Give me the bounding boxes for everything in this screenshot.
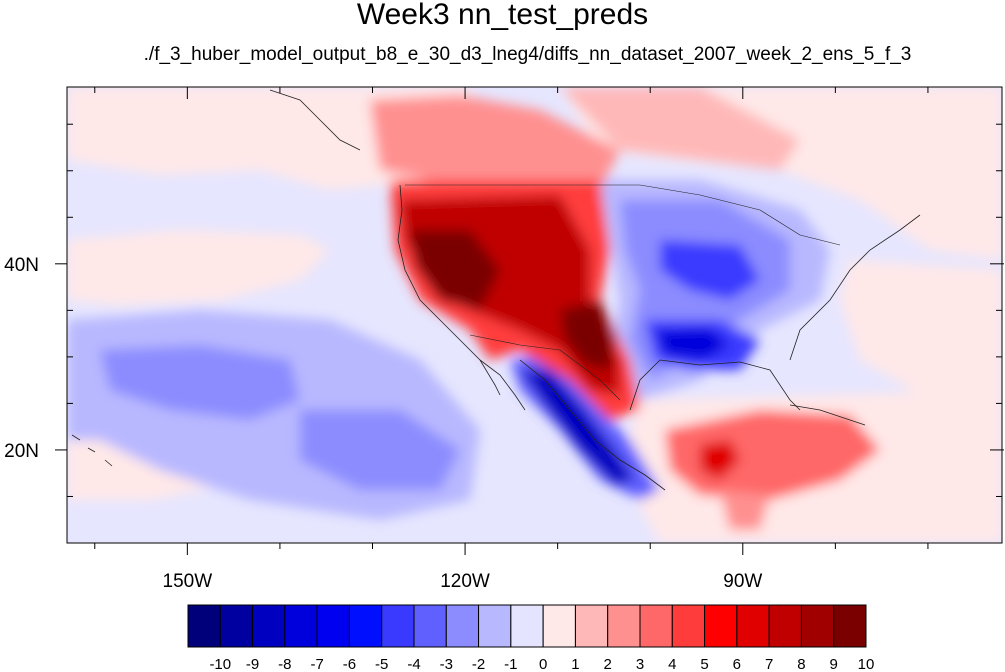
colorbar-swatch bbox=[768, 604, 802, 648]
y-axis: 40N 20N bbox=[4, 123, 1004, 497]
x-axis: 150W 120W 90W bbox=[94, 87, 929, 592]
colorbar-swatch bbox=[445, 604, 480, 648]
alaska-coastline bbox=[269, 89, 361, 151]
field-blue-pacific-south bbox=[300, 410, 460, 490]
colorbar-swatch bbox=[736, 604, 770, 648]
colorbar-label: 1 bbox=[571, 656, 579, 672]
baja-coastline bbox=[479, 359, 526, 411]
x-tick-label: 120W bbox=[440, 571, 490, 592]
us-canada-border bbox=[405, 184, 841, 246]
field-red-gulf-strong bbox=[700, 440, 740, 480]
colorbar-swatch bbox=[413, 604, 447, 648]
colorbar-label: -5 bbox=[375, 656, 388, 672]
field-red-canada bbox=[370, 95, 620, 190]
colorbar-swatch bbox=[478, 604, 512, 648]
colorbar-label: 0 bbox=[539, 656, 547, 672]
colorbar-label: 6 bbox=[733, 656, 741, 672]
colorbar-swatch bbox=[348, 604, 383, 648]
map-frame bbox=[66, 86, 1003, 544]
field-pink-pacific-west bbox=[67, 230, 330, 305]
field-blue-pacific-mid bbox=[100, 345, 300, 420]
gulf-coastline bbox=[629, 359, 801, 411]
colorbar-swatch bbox=[607, 604, 641, 648]
coastlines bbox=[71, 89, 921, 491]
field-pink-atlantic bbox=[840, 260, 1002, 400]
colorbar-label: -1 bbox=[504, 656, 517, 672]
plot-title: Week3 nn_test_preds bbox=[356, 0, 649, 31]
colorbar-label: 2 bbox=[604, 656, 612, 672]
field-blue-south-strong bbox=[655, 328, 730, 360]
field-red-west-core bbox=[410, 230, 500, 310]
colorbar-label: 8 bbox=[797, 656, 805, 672]
colorbar-label: 5 bbox=[700, 656, 708, 672]
field-blue-east-strong bbox=[660, 240, 760, 300]
cuba-outline bbox=[789, 404, 866, 426]
colorbar-label: -10 bbox=[209, 656, 231, 672]
colorbar-swatch bbox=[510, 604, 544, 648]
hawaii-outline bbox=[71, 434, 113, 467]
colorbar-swatch bbox=[704, 604, 738, 648]
field-red-texas-core bbox=[560, 300, 615, 370]
x-tick-label: 90W bbox=[723, 571, 762, 592]
y-tick-label: 20N bbox=[4, 441, 39, 462]
colorbar-label: -2 bbox=[472, 656, 485, 672]
colorbar-label: -8 bbox=[278, 656, 291, 672]
colorbar-label: 7 bbox=[765, 656, 773, 672]
colorbar-label: -6 bbox=[343, 656, 356, 672]
field-red-pacific-northeast bbox=[560, 87, 800, 170]
field-red-caribbean bbox=[720, 490, 770, 530]
colorbar-swatch bbox=[381, 604, 415, 648]
field-pink-northpacific bbox=[67, 87, 470, 190]
colorbar-swatch bbox=[542, 604, 576, 648]
colorbar-swatch bbox=[219, 604, 254, 648]
colorbar-label: -9 bbox=[246, 656, 259, 672]
colorbar-label: 9 bbox=[830, 656, 838, 672]
colorbar-swatch bbox=[284, 604, 318, 648]
colorbar-swatch bbox=[316, 604, 350, 648]
colorbar-swatch bbox=[639, 604, 673, 648]
x-tick-label: 150W bbox=[163, 571, 213, 592]
east-coastline bbox=[789, 214, 921, 361]
mexico-west-coastline bbox=[519, 359, 666, 491]
plot-subtitle: ./f_3_huber_model_output_b8_e_30_d3_lneg… bbox=[143, 44, 912, 65]
colorbar-label: -7 bbox=[310, 656, 323, 672]
colorbar-swatch bbox=[252, 604, 286, 648]
colorbar: -10 -9 -8 -7 -6 -5 -4 -3 -2 -1 0 1 2 3 4 5 6 7 8 9 10 bbox=[187, 604, 875, 672]
colorbar-swatch bbox=[574, 604, 609, 648]
us-mexico-border bbox=[469, 334, 621, 401]
west-coastline bbox=[397, 184, 501, 396]
colorbar-swatch bbox=[671, 604, 706, 648]
colorbar-swatch bbox=[187, 604, 221, 648]
field-blue-mexico-strong bbox=[520, 370, 635, 485]
colorbar-label: 3 bbox=[636, 656, 644, 672]
colorbar-label: -3 bbox=[440, 656, 453, 672]
colorbar-label: -4 bbox=[407, 656, 420, 672]
colorbar-swatch bbox=[800, 604, 835, 648]
colorbar-label: 10 bbox=[858, 656, 875, 672]
map-field bbox=[67, 87, 1002, 543]
colorbar-swatch bbox=[833, 604, 867, 648]
y-tick-label: 40N bbox=[4, 255, 39, 276]
colorbar-label: 4 bbox=[668, 656, 676, 672]
